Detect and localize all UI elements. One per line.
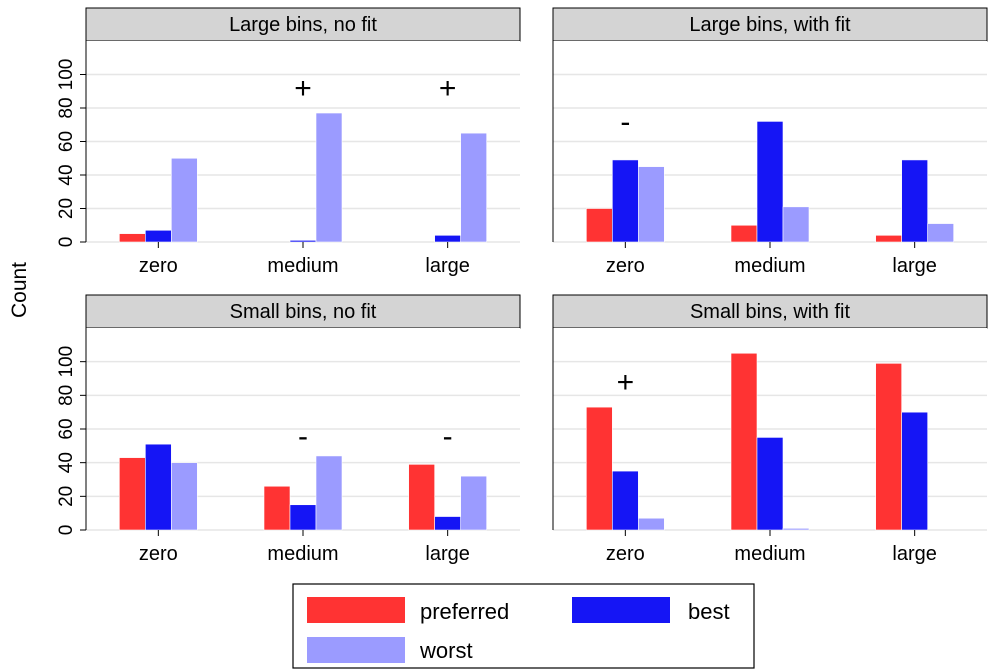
x-tick-label: zero bbox=[606, 255, 645, 277]
facet-strip bbox=[85, 7, 521, 42]
significance-annotation: - bbox=[620, 105, 630, 138]
bar-worst bbox=[171, 462, 198, 531]
facet-strip bbox=[552, 7, 988, 42]
bar-preferred bbox=[875, 363, 902, 531]
bar-worst bbox=[638, 517, 665, 531]
bar-preferred bbox=[586, 208, 613, 243]
bar-best bbox=[289, 504, 317, 531]
legend-key-worst bbox=[307, 637, 405, 663]
significance-annotation: - bbox=[298, 420, 308, 453]
facet-title: Large bins, no fit bbox=[229, 14, 377, 36]
chart-panel: Large bins, no fit + +0 20 40 60 80 100 zero medi… bbox=[56, 7, 521, 277]
x-tick-label: zero bbox=[139, 543, 178, 565]
x-tick-label: large bbox=[425, 543, 469, 565]
bar-best bbox=[145, 443, 172, 531]
bar-best bbox=[901, 159, 928, 243]
x-tick-label: medium bbox=[267, 255, 338, 277]
bar-best bbox=[756, 437, 784, 531]
y-tick-label: 40 bbox=[56, 164, 77, 185]
bar-worst bbox=[315, 112, 343, 243]
legend-label-preferred: preferred bbox=[420, 599, 509, 624]
chart-panel: Small bins, with fit + zero medium large bbox=[552, 294, 988, 565]
y-tick-label: 80 bbox=[56, 385, 77, 406]
bar-preferred bbox=[730, 352, 758, 531]
x-tick-label: zero bbox=[139, 255, 178, 277]
y-tick-label: 100 bbox=[56, 59, 77, 91]
x-tick-label: large bbox=[892, 255, 936, 277]
legend-key-best bbox=[572, 597, 670, 623]
y-tick-label: 60 bbox=[56, 131, 77, 152]
y-axis-label: Count bbox=[8, 262, 31, 318]
significance-annotation: + bbox=[439, 72, 457, 105]
bar-worst bbox=[460, 132, 487, 243]
x-tick-label: medium bbox=[734, 255, 805, 277]
legend: preferred best worst bbox=[292, 583, 755, 669]
x-tick-label: zero bbox=[606, 543, 645, 565]
y-tick-label: 0 bbox=[56, 237, 77, 248]
bar-preferred bbox=[119, 233, 146, 243]
y-tick-label: 60 bbox=[56, 418, 77, 439]
bar-worst bbox=[460, 475, 487, 531]
y-tick-label: 0 bbox=[56, 525, 77, 536]
y-tick-label: 20 bbox=[56, 198, 77, 219]
x-tick-label: medium bbox=[734, 543, 805, 565]
facet-title: Large bins, with fit bbox=[689, 14, 851, 36]
bar-worst bbox=[927, 223, 954, 243]
y-tick-label: 80 bbox=[56, 97, 77, 118]
chart-panel: Large bins, with fit - zero medium large bbox=[552, 7, 988, 277]
x-tick-label: large bbox=[425, 255, 469, 277]
bar-worst bbox=[315, 455, 343, 531]
bar-best bbox=[612, 159, 639, 243]
x-tick-label: large bbox=[892, 543, 936, 565]
bar-preferred bbox=[875, 235, 902, 243]
facet-title: Small bins, with fit bbox=[690, 301, 850, 323]
bar-worst bbox=[782, 206, 810, 243]
significance-annotation: - bbox=[443, 420, 453, 453]
bar-worst bbox=[638, 166, 665, 243]
bar-preferred bbox=[730, 224, 758, 243]
bar-best bbox=[145, 229, 172, 243]
y-tick-label: 100 bbox=[56, 346, 77, 378]
bar-best bbox=[434, 516, 461, 531]
y-tick-label: 40 bbox=[56, 452, 77, 473]
significance-annotation: + bbox=[294, 72, 312, 105]
bar-preferred bbox=[408, 464, 435, 531]
y-tick-label: 20 bbox=[56, 486, 77, 507]
bar-best bbox=[612, 470, 639, 531]
bar-best bbox=[434, 235, 461, 243]
legend-key-preferred bbox=[307, 597, 405, 623]
significance-annotation: + bbox=[617, 366, 635, 399]
bar-preferred bbox=[586, 406, 613, 531]
bar-worst bbox=[171, 157, 198, 243]
bar-best bbox=[289, 240, 317, 243]
legend-label-best: best bbox=[688, 599, 730, 624]
bar-worst bbox=[782, 528, 810, 531]
legend-label-worst: worst bbox=[419, 638, 473, 663]
bar-best bbox=[901, 411, 928, 531]
bar-preferred bbox=[263, 485, 291, 531]
facet-title: Small bins, no fit bbox=[230, 301, 377, 323]
bar-best bbox=[756, 121, 784, 243]
bar-preferred bbox=[119, 457, 146, 531]
x-tick-label: medium bbox=[267, 543, 338, 565]
chart-panel: Small bins, no fit - - 0 20 40 60 80 100 zero medi… bbox=[56, 294, 521, 565]
